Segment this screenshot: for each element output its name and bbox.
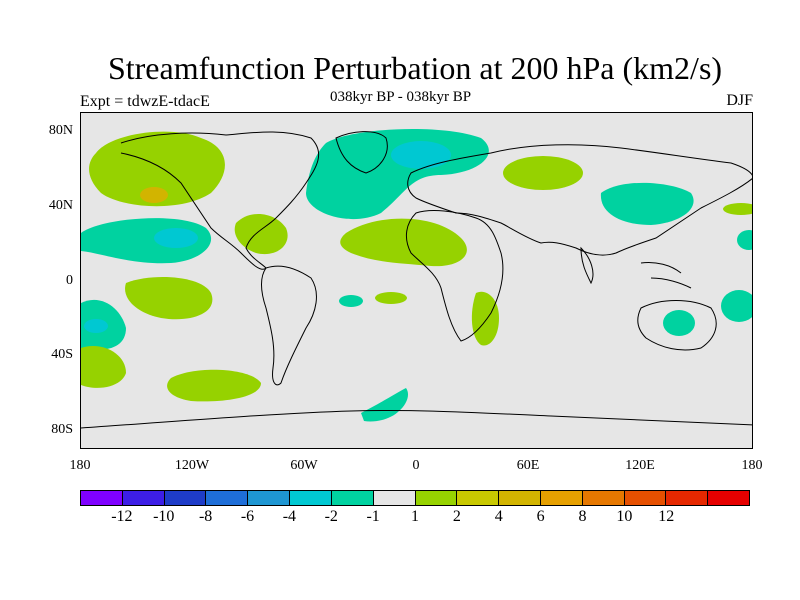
colorbar-swatch bbox=[499, 491, 541, 505]
colorbar-label: 8 bbox=[578, 508, 587, 525]
field-contours bbox=[81, 128, 752, 422]
colorbar-swatch bbox=[248, 491, 291, 505]
colorbar-label: 6 bbox=[536, 508, 545, 525]
lat-label-0: 0 bbox=[66, 273, 73, 288]
colorbar bbox=[80, 490, 750, 506]
colorbar-label: -12 bbox=[111, 508, 133, 525]
colorbar-swatch bbox=[708, 491, 749, 505]
lon-label-180e: 180 bbox=[741, 458, 763, 473]
lon-label-120w: 120W bbox=[174, 458, 210, 473]
field-blob bbox=[339, 295, 363, 307]
field-blob bbox=[391, 141, 451, 169]
colorbar-label: 4 bbox=[494, 508, 503, 525]
colorbar-swatch bbox=[624, 491, 667, 505]
coastlines bbox=[81, 131, 752, 429]
field-blob bbox=[600, 182, 694, 225]
map-plot-area bbox=[80, 112, 753, 449]
lon-label-0: 0 bbox=[412, 458, 420, 473]
field-blob bbox=[84, 319, 108, 333]
colorbar-label: -1 bbox=[366, 508, 380, 525]
colorbar-swatch bbox=[290, 491, 332, 505]
colorbar-label: -6 bbox=[240, 508, 255, 525]
colorbar-label: -8 bbox=[198, 508, 213, 525]
field-blob bbox=[361, 388, 409, 422]
field-blob bbox=[140, 187, 168, 203]
field-blob bbox=[154, 228, 198, 248]
field-blob bbox=[663, 310, 695, 336]
chart-title: Streamfunction Perturbation at 200 hPa (… bbox=[107, 50, 723, 86]
field-blob bbox=[721, 290, 752, 322]
field-blob bbox=[89, 131, 225, 207]
colorbar-label: 1 bbox=[411, 508, 419, 525]
lat-label-40n: 40N bbox=[48, 198, 73, 213]
field-blob bbox=[723, 203, 752, 215]
field-blob bbox=[340, 218, 467, 267]
field-blob bbox=[737, 230, 752, 250]
colorbar-swatch bbox=[582, 491, 625, 505]
field-blob bbox=[503, 156, 583, 190]
colorbar-swatch bbox=[415, 491, 458, 505]
colorbar-label: 2 bbox=[452, 508, 461, 525]
experiment-label: Expt = tdwzE-tdacE bbox=[80, 93, 210, 110]
season-label: DJF bbox=[726, 92, 753, 109]
field-blob bbox=[234, 213, 288, 255]
field-blob bbox=[125, 277, 213, 320]
field-blob bbox=[471, 291, 499, 346]
colorbar-swatch bbox=[540, 491, 583, 505]
lon-label-180w: 180 bbox=[69, 458, 91, 473]
lon-label-60e: 60E bbox=[516, 458, 540, 473]
colorbar-swatch bbox=[206, 491, 249, 505]
colorbar-label: -4 bbox=[282, 508, 297, 525]
colorbar-swatch bbox=[331, 491, 374, 505]
lat-label-80n: 80N bbox=[48, 123, 73, 138]
colorbar-swatch bbox=[457, 491, 500, 505]
chart-subtitle: 038kyr BP - 038kyr BP bbox=[330, 89, 472, 105]
lon-label-60w: 60W bbox=[290, 458, 318, 473]
field-blob bbox=[167, 369, 261, 402]
colorbar-label: -10 bbox=[153, 508, 175, 525]
lon-label-120e: 120E bbox=[625, 458, 655, 473]
colorbar-swatch bbox=[122, 491, 165, 505]
colorbar-swatch bbox=[666, 491, 709, 505]
lat-label-80s: 80S bbox=[51, 422, 73, 437]
field-blob bbox=[81, 345, 126, 388]
colorbar-label: 12 bbox=[658, 508, 675, 525]
field-blob bbox=[375, 292, 407, 304]
colorbar-swatch bbox=[164, 491, 207, 505]
colorbar-label: 10 bbox=[616, 508, 633, 525]
map-canvas bbox=[81, 128, 752, 429]
colorbar-swatch bbox=[373, 491, 416, 505]
colorbar-label: -2 bbox=[324, 508, 338, 525]
field-blob bbox=[306, 128, 489, 220]
lat-label-40s: 40S bbox=[51, 347, 73, 362]
colorbar-swatch bbox=[81, 491, 123, 505]
